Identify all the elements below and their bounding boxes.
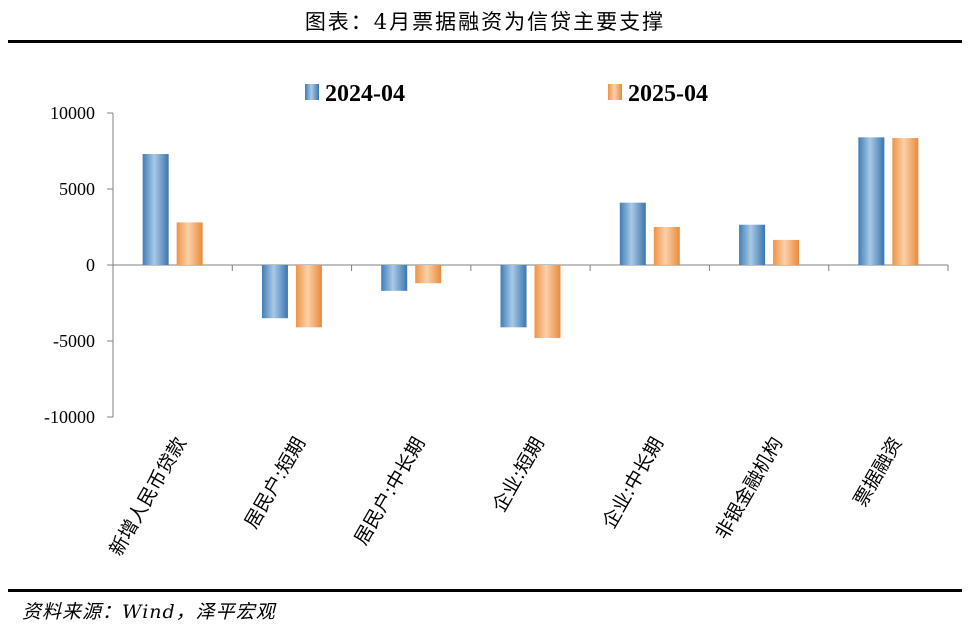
legend-label: 2024-04 bbox=[325, 81, 405, 107]
bar-chart: 10000 5000 0 -5000 -10000 新增人民币贷款 居民户:短期 居民户:中长… bbox=[44, 81, 949, 560]
x-category-label: 新增人民币贷款 bbox=[105, 434, 191, 560]
x-category-label: 企业:短期 bbox=[489, 434, 549, 516]
y-tick-label: -5000 bbox=[53, 331, 95, 351]
bar-series-b bbox=[415, 265, 442, 284]
bar-series-b bbox=[295, 265, 322, 328]
y-tick-label: 5000 bbox=[59, 179, 95, 199]
bar-series-b bbox=[892, 138, 919, 265]
chart-title: 图表：4月票据融资为信贷主要支撑 bbox=[304, 10, 666, 34]
legend-label: 2025-04 bbox=[628, 81, 708, 107]
bar-series-a bbox=[381, 265, 408, 291]
bar-series-a bbox=[142, 154, 169, 265]
legend-swatch bbox=[608, 84, 622, 100]
bar-series-a bbox=[500, 265, 527, 328]
bar-series-b bbox=[534, 265, 561, 338]
bar-series-b bbox=[653, 227, 680, 265]
bar-series-b bbox=[773, 239, 800, 265]
source-note: 资料来源：Wind，泽平宏观 bbox=[22, 601, 276, 623]
bar-series-a bbox=[261, 265, 288, 319]
bar-series-a bbox=[739, 224, 766, 265]
bar-series-a bbox=[858, 137, 885, 265]
top-rule bbox=[8, 40, 962, 43]
x-category-label: 企业:中长期 bbox=[598, 434, 668, 533]
x-category-label: 票据融资 bbox=[850, 434, 907, 511]
legend-swatch bbox=[305, 84, 319, 100]
bar-series-a bbox=[619, 202, 646, 265]
x-category-label: 非银金融机构 bbox=[711, 434, 787, 544]
bar-series-b bbox=[176, 222, 203, 265]
bottom-rule bbox=[8, 589, 962, 592]
x-category-label: 居民户:中长期 bbox=[350, 434, 429, 549]
x-category-label: 居民户:短期 bbox=[241, 434, 311, 533]
y-tick-label: 10000 bbox=[50, 103, 95, 123]
y-tick-label: -10000 bbox=[44, 407, 95, 427]
y-tick-label: 0 bbox=[86, 255, 95, 275]
